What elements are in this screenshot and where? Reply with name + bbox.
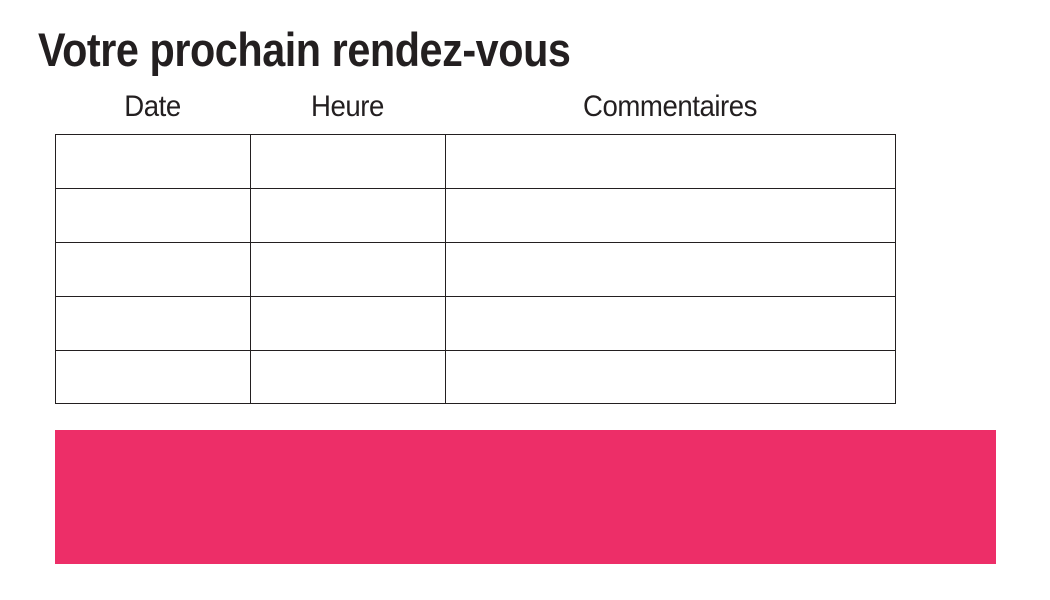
- table-cell: [55, 187, 251, 243]
- table-cell: [55, 349, 251, 405]
- table-cell: [250, 241, 446, 297]
- table-row: [55, 134, 896, 189]
- table-cell: [445, 134, 896, 189]
- table-cell: [250, 134, 446, 189]
- appointments-table: [55, 134, 896, 405]
- table-cell: [55, 134, 251, 189]
- table-cell: [445, 295, 896, 351]
- promo-banner: [55, 430, 996, 564]
- table-cell: [250, 349, 446, 405]
- column-header-date: Date: [124, 90, 181, 123]
- table-cell: [445, 187, 896, 243]
- table-column-headers: Date Heure Commentaires: [55, 92, 895, 122]
- table-cell: [445, 349, 896, 405]
- table-cell: [55, 241, 251, 297]
- table-cell: [250, 295, 446, 351]
- table-row: [55, 349, 896, 405]
- column-header-commentaires: Commentaires: [583, 90, 757, 123]
- column-header-heure: Heure: [311, 90, 384, 123]
- page-title: Votre prochain rendez-vous: [38, 23, 571, 76]
- table-cell: [55, 295, 251, 351]
- table-row: [55, 241, 896, 297]
- table-row: [55, 295, 896, 351]
- table-row: [55, 187, 896, 243]
- appointments-table-body: [55, 134, 896, 405]
- table-cell: [445, 241, 896, 297]
- table-cell: [250, 187, 446, 243]
